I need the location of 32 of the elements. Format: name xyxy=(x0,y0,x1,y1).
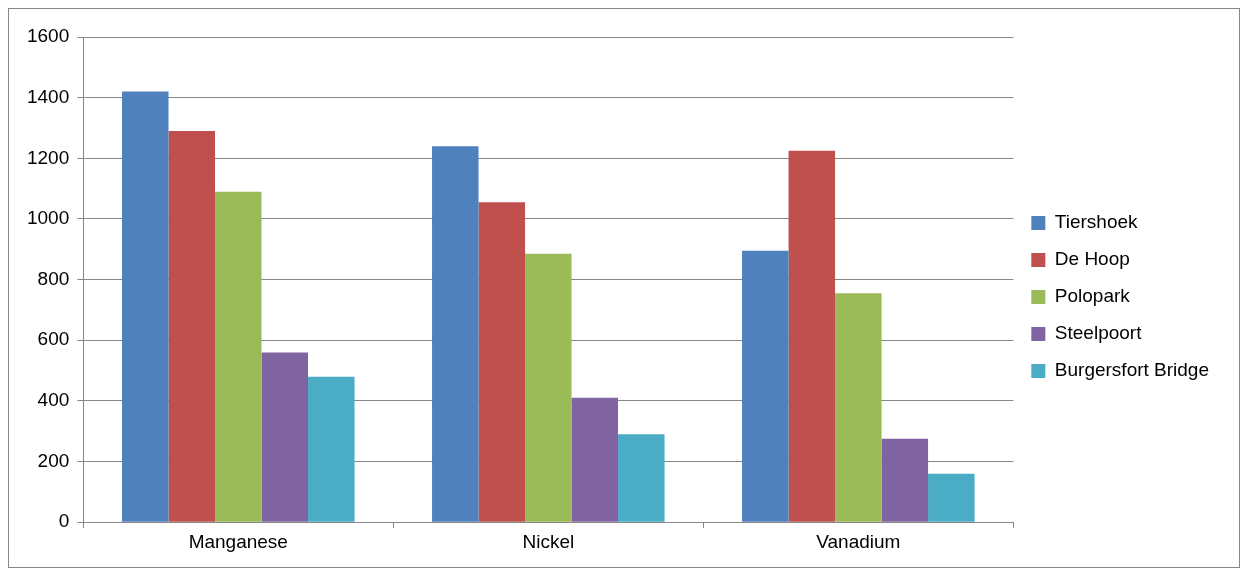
legend-label: Burgersfort Bridge xyxy=(1054,359,1210,381)
y-tick-label: 0 xyxy=(58,510,70,532)
bar xyxy=(168,131,216,522)
x-tick-label: Nickel xyxy=(522,530,575,552)
bar xyxy=(432,146,479,522)
bar xyxy=(618,434,665,522)
y-tick-label: 400 xyxy=(37,389,70,411)
bar xyxy=(261,352,309,522)
legend-label: Steelpoort xyxy=(1054,322,1143,344)
y-tick-label: 600 xyxy=(37,328,70,350)
y-tick-label: 1600 xyxy=(26,25,70,47)
bar xyxy=(881,438,929,522)
bar xyxy=(525,253,572,522)
x-tick-label: Manganese xyxy=(188,530,288,552)
bar xyxy=(571,397,619,522)
bar xyxy=(742,250,789,522)
legend-label: De Hoop xyxy=(1054,248,1130,270)
bar xyxy=(928,473,975,522)
bar xyxy=(308,376,355,522)
bar xyxy=(478,202,526,522)
bar xyxy=(788,150,836,522)
y-tick-label: 1400 xyxy=(26,85,70,107)
legend-label: Polopark xyxy=(1054,285,1131,307)
bar xyxy=(835,293,882,522)
y-tick-label: 200 xyxy=(37,449,70,471)
y-tick-label: 1000 xyxy=(26,207,70,229)
legend-label: Tiershoek xyxy=(1054,211,1139,233)
bar xyxy=(215,191,262,522)
y-tick-label: 1200 xyxy=(26,146,70,168)
bar xyxy=(122,91,169,522)
y-tick-label: 800 xyxy=(37,267,70,289)
x-tick-label: Vanadium xyxy=(816,530,901,552)
